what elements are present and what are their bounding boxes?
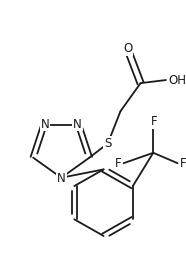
Text: N: N (73, 117, 82, 130)
Text: OH: OH (168, 74, 186, 87)
Text: F: F (151, 115, 158, 128)
Text: S: S (104, 137, 111, 150)
Text: F: F (115, 157, 121, 170)
Text: N: N (57, 172, 66, 185)
Text: N: N (41, 117, 49, 130)
Text: F: F (180, 157, 186, 170)
Text: O: O (123, 42, 132, 55)
